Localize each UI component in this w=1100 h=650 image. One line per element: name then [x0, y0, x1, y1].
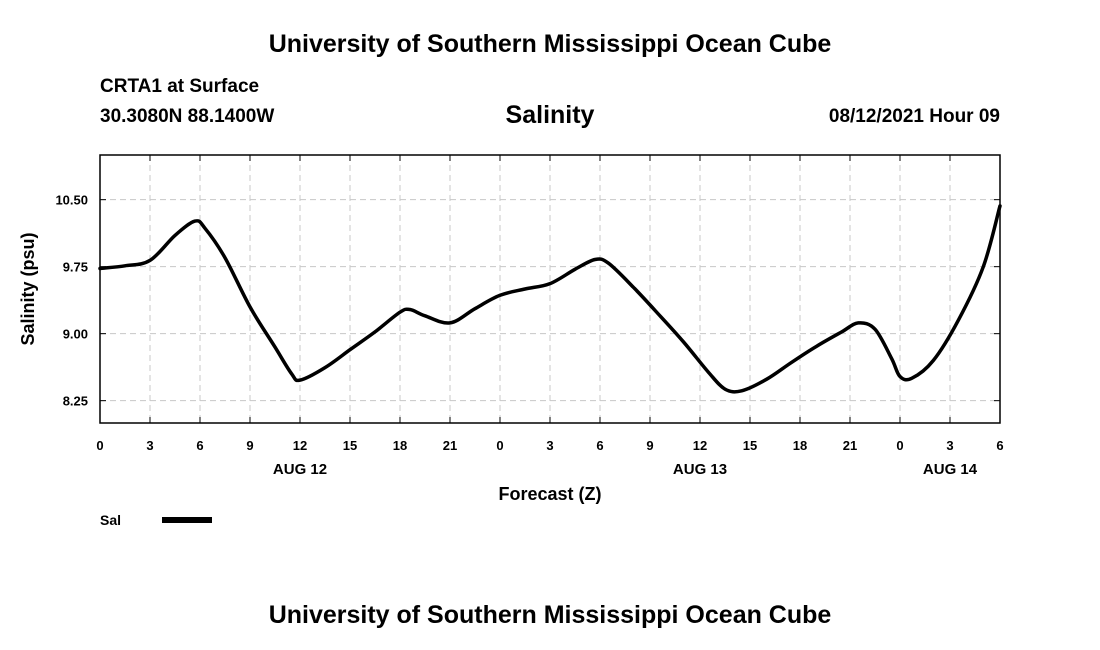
x-tick-label: 15 — [743, 438, 757, 453]
x-tick-label: 0 — [96, 438, 103, 453]
x-tick-label: 0 — [496, 438, 503, 453]
grid-lines — [100, 155, 1000, 423]
x-tick-label: 3 — [946, 438, 953, 453]
x-tick-label: 3 — [546, 438, 553, 453]
y-tick-label: 9.75 — [63, 260, 88, 275]
x-tick-label: 21 — [843, 438, 857, 453]
day-label: AUG 12 — [273, 461, 327, 478]
x-tick-label: 21 — [443, 438, 457, 453]
x-tick-label: 18 — [393, 438, 407, 453]
day-labels: AUG 12 AUG 13 AUG 14 — [273, 461, 978, 478]
series-line-sal — [98, 204, 1002, 394]
x-axis: 0 3 6 9 12 15 18 21 0 3 6 9 12 15 18 21 0 3 6 — [96, 155, 1004, 453]
x-axis-label: Forecast (Z) — [498, 484, 601, 504]
variable-title: Salinity — [505, 101, 595, 129]
x-tick-label: 0 — [896, 438, 903, 453]
x-tick-label: 18 — [793, 438, 807, 453]
x-tick-label: 6 — [996, 438, 1003, 453]
day-label: AUG 14 — [923, 461, 978, 478]
x-tick-label: 9 — [646, 438, 653, 453]
x-tick-label: 6 — [596, 438, 603, 453]
x-tick-label: 6 — [196, 438, 203, 453]
y-axis-label: Salinity (psu) — [18, 232, 38, 345]
y-axis: 8.25 9.00 9.75 10.50 — [55, 193, 1000, 409]
day-label: AUG 13 — [673, 461, 727, 478]
issued-time: 08/12/2021 Hour 09 — [828, 106, 1000, 127]
y-tick-label: 10.50 — [55, 193, 88, 208]
y-tick-label: 8.25 — [63, 394, 88, 409]
footer-title: University of Southern Mississippi Ocean… — [268, 601, 832, 629]
y-tick-label: 9.00 — [63, 327, 88, 342]
x-tick-label: 12 — [293, 438, 307, 453]
x-tick-label: 15 — [343, 438, 357, 453]
legend-label: Sal — [100, 512, 121, 528]
station-name: CRTA1 at Surface — [100, 76, 260, 97]
x-tick-label: 3 — [146, 438, 153, 453]
x-tick-label: 9 — [246, 438, 253, 453]
page-title: University of Southern Mississippi Ocean… — [268, 30, 832, 58]
x-tick-label: 12 — [693, 438, 707, 453]
station-coords: 30.3080N 88.1400W — [100, 106, 275, 127]
